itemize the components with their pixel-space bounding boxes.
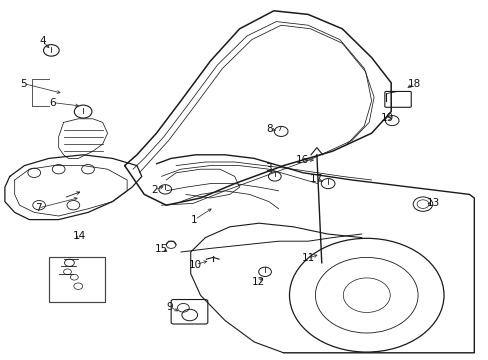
Text: 1: 1 bbox=[191, 215, 198, 225]
Text: 5: 5 bbox=[20, 78, 27, 89]
Text: 13: 13 bbox=[426, 198, 439, 208]
Text: 6: 6 bbox=[49, 98, 56, 108]
Text: 8: 8 bbox=[266, 124, 273, 134]
Text: 17: 17 bbox=[309, 174, 323, 184]
Text: 14: 14 bbox=[73, 231, 86, 241]
Text: 10: 10 bbox=[189, 260, 202, 270]
Text: 16: 16 bbox=[295, 155, 308, 165]
Text: 2: 2 bbox=[151, 185, 158, 195]
Text: 9: 9 bbox=[166, 302, 173, 312]
FancyBboxPatch shape bbox=[171, 300, 207, 324]
Text: 15: 15 bbox=[154, 244, 168, 254]
FancyBboxPatch shape bbox=[49, 257, 105, 302]
Text: 12: 12 bbox=[251, 276, 264, 287]
Text: 11: 11 bbox=[301, 253, 314, 264]
Text: 3: 3 bbox=[264, 163, 271, 174]
Text: 4: 4 bbox=[40, 36, 46, 46]
Text: 19: 19 bbox=[380, 113, 393, 123]
Text: 18: 18 bbox=[407, 78, 421, 89]
Text: 7: 7 bbox=[35, 203, 41, 213]
